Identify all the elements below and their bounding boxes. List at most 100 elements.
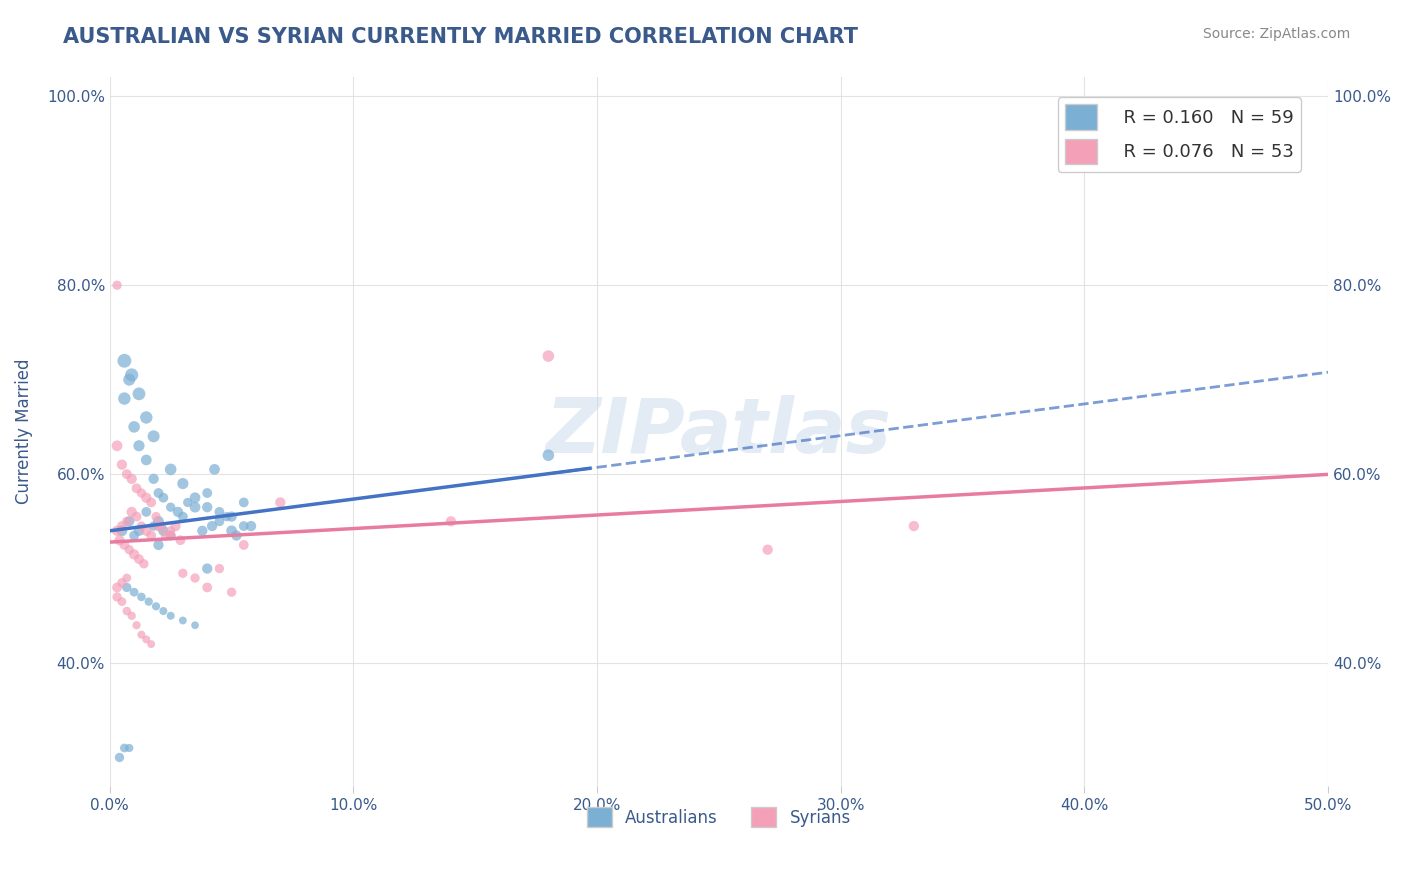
Point (122, 420, 145, 434)
Point (111, 594, 134, 608)
Point (145, 599, 167, 614)
Point (141, 528, 163, 542)
Point (177, 495, 200, 509)
Point (105, 278, 128, 293)
Point (159, 462, 181, 476)
Point (537, 448, 560, 462)
Point (122, 528, 145, 542)
Point (159, 500, 181, 515)
Point (141, 637, 163, 651)
Point (756, 542, 779, 557)
Point (115, 581, 138, 595)
Point (195, 581, 218, 595)
Point (148, 538, 170, 552)
Point (167, 505, 190, 519)
Point (118, 741, 141, 756)
Point (132, 557, 155, 571)
Point (112, 538, 135, 552)
Point (215, 509, 238, 524)
Point (125, 618, 148, 632)
Y-axis label: Currently Married: Currently Married (15, 359, 32, 504)
Point (269, 495, 291, 509)
Point (232, 495, 254, 509)
Point (105, 524, 128, 538)
Point (208, 514, 231, 528)
Point (135, 505, 157, 519)
Point (165, 519, 187, 533)
Point (142, 472, 165, 486)
Point (108, 533, 131, 548)
Point (172, 509, 194, 524)
Point (112, 392, 135, 406)
Point (142, 429, 165, 443)
Point (105, 581, 128, 595)
Point (115, 467, 138, 482)
Point (105, 590, 128, 604)
Point (184, 618, 207, 632)
Point (121, 608, 143, 623)
Point (159, 528, 181, 542)
Point (152, 524, 174, 538)
Point (152, 491, 174, 505)
Point (169, 533, 191, 548)
Point (221, 509, 243, 524)
Point (128, 439, 150, 453)
Point (191, 524, 214, 538)
Point (221, 524, 243, 538)
Point (131, 519, 153, 533)
Point (112, 353, 135, 368)
Point (141, 495, 163, 509)
Point (115, 514, 138, 528)
Point (142, 519, 165, 533)
Point (159, 524, 181, 538)
Point (131, 486, 153, 500)
Point (128, 524, 150, 538)
Point (195, 500, 218, 515)
Point (121, 472, 143, 486)
Point (232, 538, 254, 552)
Point (903, 519, 925, 533)
Legend: Australians, Syrians: Australians, Syrians (581, 800, 858, 834)
Point (225, 528, 247, 542)
Point (128, 552, 150, 566)
Point (172, 614, 194, 628)
Point (184, 571, 207, 585)
Point (118, 514, 141, 528)
Point (135, 632, 157, 647)
Point (118, 373, 141, 387)
Point (148, 486, 170, 500)
Point (125, 509, 148, 524)
Point (172, 476, 194, 491)
Point (115, 571, 138, 585)
Point (232, 519, 254, 533)
Point (128, 387, 150, 401)
Point (159, 608, 181, 623)
Point (122, 585, 145, 599)
Point (148, 514, 170, 528)
Point (152, 604, 174, 618)
Point (204, 462, 226, 476)
Point (195, 486, 218, 500)
Point (108, 750, 131, 764)
Point (122, 548, 145, 562)
Text: AUSTRALIAN VS SYRIAN CURRENTLY MARRIED CORRELATION CHART: AUSTRALIAN VS SYRIAN CURRENTLY MARRIED C… (63, 27, 858, 46)
Point (135, 453, 157, 467)
Point (118, 542, 141, 557)
Point (172, 566, 194, 581)
Point (111, 519, 134, 533)
Point (135, 524, 157, 538)
Point (115, 604, 138, 618)
Point (149, 519, 172, 533)
Text: Source: ZipAtlas.com: Source: ZipAtlas.com (1202, 27, 1350, 41)
Point (208, 505, 231, 519)
Point (159, 528, 181, 542)
Point (105, 439, 128, 453)
Point (184, 491, 207, 505)
Point (111, 575, 134, 590)
Point (111, 458, 134, 472)
Point (201, 519, 224, 533)
Point (537, 349, 560, 363)
Point (184, 500, 207, 515)
Text: ZIPatlas: ZIPatlas (546, 394, 891, 468)
Point (440, 514, 463, 528)
